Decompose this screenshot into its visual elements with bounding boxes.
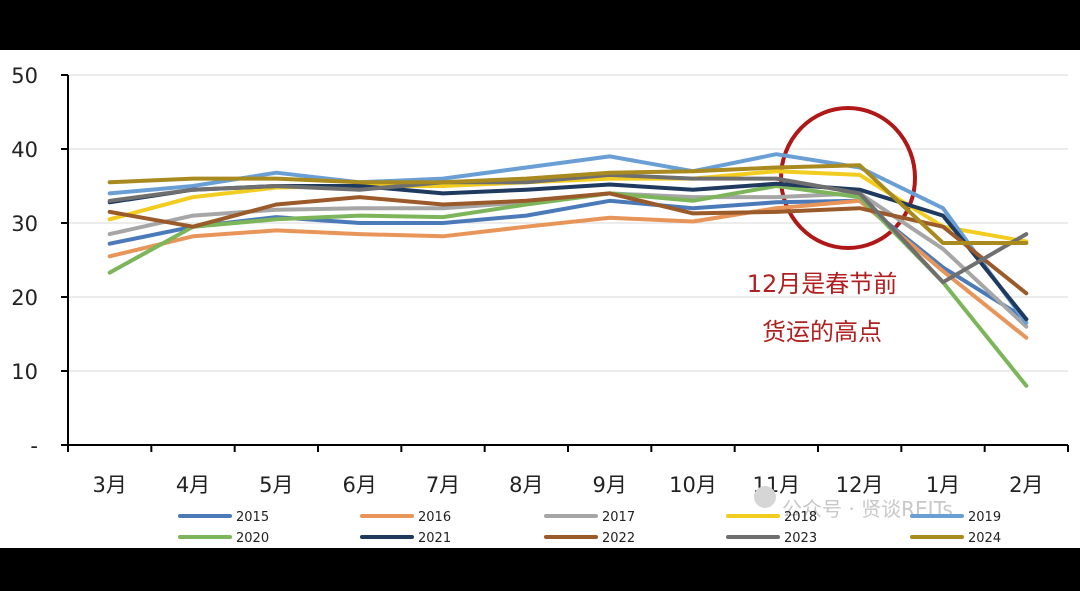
series-line-2021 xyxy=(107,181,1029,322)
legend-label-2018: 2018 xyxy=(784,510,817,525)
legend-label-2015: 2015 xyxy=(236,510,269,525)
x-tick-label: 10月 xyxy=(669,473,717,497)
x-tick-label: 3月 xyxy=(92,473,126,497)
y-tick-label: - xyxy=(30,434,38,458)
annotation-text-line: 货运的高点 xyxy=(762,318,882,346)
legend-label-2021: 2021 xyxy=(418,531,451,546)
legend-label-2017: 2017 xyxy=(602,510,635,525)
series-lines xyxy=(107,152,1029,388)
y-axis-ticks: 50 40 30 20 10 - xyxy=(11,64,38,458)
y-tick-label: 30 xyxy=(11,212,38,236)
x-tick-label: 5月 xyxy=(259,473,293,497)
chart-panel: 50 40 30 20 10- 3月 4月 5月 6月 7月 8月 9月 10月 11月 12月 1月 2月 … xyxy=(0,50,1080,548)
x-tick-label: 8月 xyxy=(509,473,543,497)
x-axis-ticks: 3月 4月 5月 6月 7月 8月 9月 10月 11月 12月 1月 2月 xyxy=(92,473,1043,497)
x-tick-label: 6月 xyxy=(342,473,376,497)
y-tick-label: 20 xyxy=(11,286,38,310)
annotation-text-line: 12月是春节前 xyxy=(747,270,898,298)
series-line-2023 xyxy=(107,172,1029,285)
legend-label-2023: 2023 xyxy=(784,531,817,546)
legend-label-2020: 2020 xyxy=(236,531,269,546)
legend-label-2019: 2019 xyxy=(968,510,1001,525)
x-tick-label: 12月 xyxy=(836,473,884,497)
legend-label-2024: 2024 xyxy=(968,531,1001,546)
wechat-icon xyxy=(754,486,776,508)
legend-label-2016: 2016 xyxy=(418,510,451,525)
x-tick-label: 4月 xyxy=(176,473,210,497)
series-line-2019 xyxy=(107,152,1029,325)
y-tick-label: 50 xyxy=(11,64,38,88)
x-tick-label: 1月 xyxy=(926,473,960,497)
series-line-2022 xyxy=(107,191,1029,296)
x-tick-label: 2月 xyxy=(1009,473,1043,497)
series-line-2015 xyxy=(107,198,1029,322)
y-tick-label: 40 xyxy=(11,138,38,162)
legend-label-2022: 2022 xyxy=(602,531,635,546)
x-tick-label: 7月 xyxy=(426,473,460,497)
series-line-2024 xyxy=(107,163,1029,245)
axes xyxy=(61,74,1069,452)
y-tick-label: 10 xyxy=(11,360,38,384)
x-tick-label: 9月 xyxy=(592,473,626,497)
legend: 2015 2016 2017 2018 2019 2020 2021 2022 2023 2024 xyxy=(178,510,1001,546)
